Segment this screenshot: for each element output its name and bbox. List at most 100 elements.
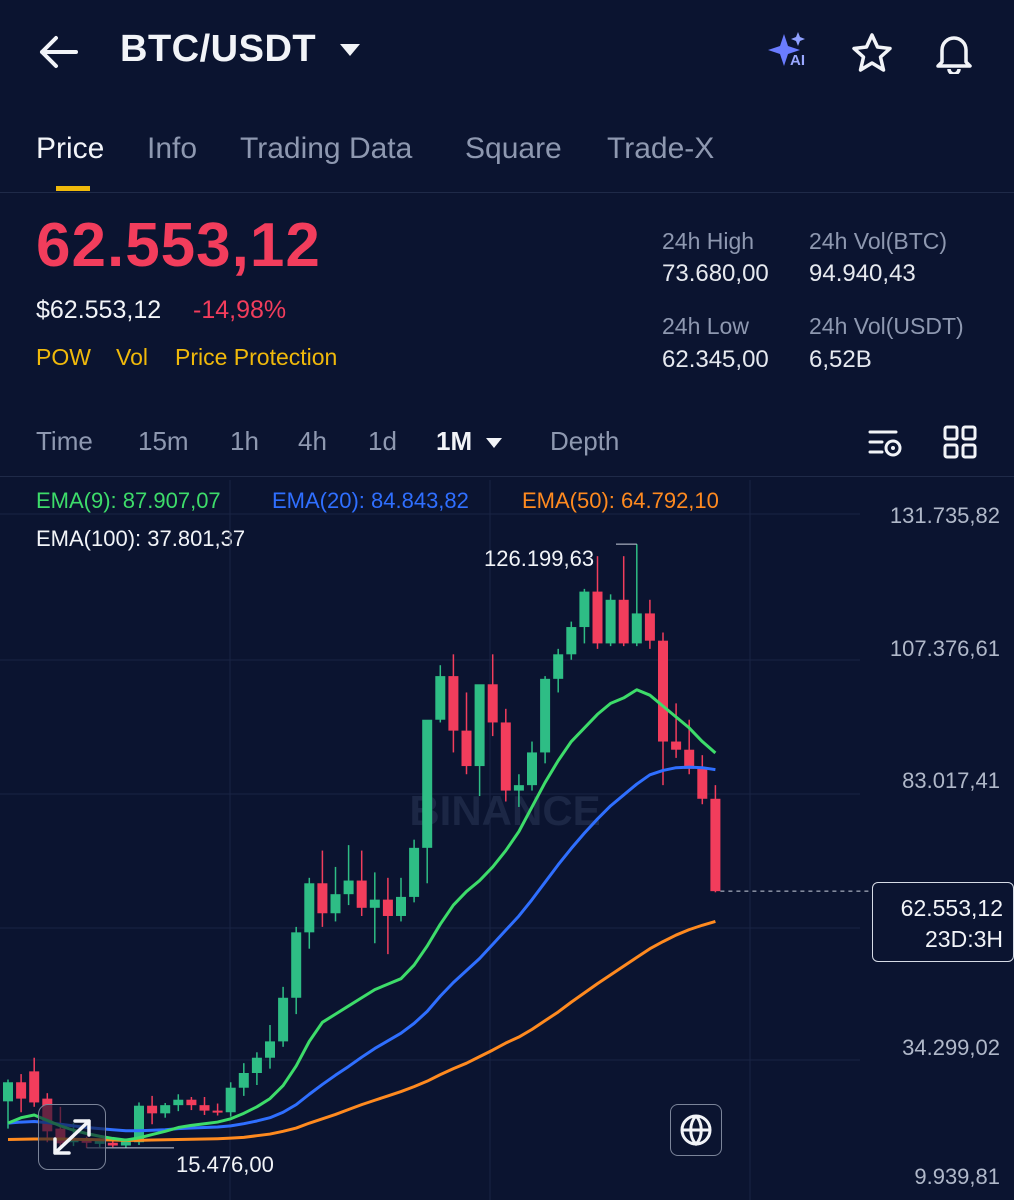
timeframe-1d[interactable]: 1d	[368, 426, 397, 456]
candle-body	[435, 676, 446, 720]
candle-body	[16, 1082, 27, 1099]
tab-info[interactable]: Info	[147, 132, 198, 165]
candle-body	[29, 1071, 40, 1103]
ema20-label: EMA(20): 84.843,82	[272, 488, 469, 513]
candle-body	[186, 1099, 197, 1106]
timeframe-1h[interactable]: 1h	[230, 426, 259, 456]
candle-body	[527, 752, 537, 786]
candle-body	[317, 883, 328, 914]
candle-body	[540, 678, 551, 753]
vol-btc-label: 24h Vol(BTC)	[809, 228, 948, 254]
globe-icon[interactable]	[670, 1104, 722, 1156]
candle-body	[422, 719, 433, 848]
grid-layout-icon[interactable]	[942, 424, 978, 465]
candle-body	[278, 997, 289, 1042]
candle-body	[553, 654, 564, 679]
candle-body	[3, 1082, 13, 1102]
candle-body	[120, 1140, 131, 1146]
vol-btc-value: 94.940,43	[809, 260, 916, 287]
watermark: BINANCE	[409, 787, 600, 834]
low-label: 24h Low	[662, 313, 749, 339]
active-tab-indicator	[56, 186, 90, 191]
current-price-box: 62.553,12 23D:3H	[872, 882, 1014, 962]
tag-pow[interactable]: POW	[36, 344, 91, 370]
back-arrow-icon[interactable]	[36, 32, 80, 72]
expand-chart-icon[interactable]	[38, 1104, 106, 1170]
candle-body	[579, 591, 590, 628]
countdown-label: 23D:3H	[925, 926, 1003, 952]
low-value: 62.345,00	[662, 346, 769, 373]
max-price-label: 126.199,63	[484, 546, 595, 571]
chart-grid	[0, 480, 860, 1200]
candle-body	[684, 749, 695, 769]
ai-badge: AI	[790, 52, 805, 69]
min-price-label: 15.476,00	[176, 1152, 274, 1177]
candle-body	[631, 613, 642, 644]
candle-body	[409, 847, 420, 897]
candle-body	[487, 684, 498, 723]
current-price-label: 62.553,12	[900, 895, 1003, 921]
candle-body	[356, 880, 367, 908]
candle-body	[396, 896, 406, 916]
tag-price-protection[interactable]: Price Protection	[175, 344, 338, 370]
candle-body	[448, 676, 459, 731]
tab-price[interactable]: Price	[36, 132, 105, 165]
ema20-line	[7, 765, 716, 1133]
y-axis-label: 9.939,81	[914, 1164, 1000, 1189]
candle-body	[474, 684, 485, 767]
bell-icon[interactable]	[932, 30, 976, 79]
ema9-label: EMA(9): 87.907,07	[36, 488, 221, 513]
pair-title[interactable]: BTC/USDT	[120, 28, 317, 70]
tab-trade-x[interactable]: Trade-X	[607, 132, 715, 165]
tab-square[interactable]: Square	[465, 132, 562, 165]
timeframe-15m[interactable]: 15m	[138, 426, 189, 456]
price-change: -14,98%	[193, 296, 287, 324]
dropdown-caret-icon[interactable]	[338, 40, 362, 65]
star-icon[interactable]	[850, 32, 894, 79]
candle-body	[592, 591, 603, 644]
tab-trading-data[interactable]: Trading Data	[240, 132, 413, 165]
y-axis-label: 34.299,02	[902, 1035, 1000, 1060]
candle-body	[330, 894, 341, 914]
candle-body	[265, 1041, 275, 1058]
candle-body	[500, 722, 511, 791]
timeframe-caret-icon[interactable]	[484, 436, 504, 455]
y-axis-label: 131.735,82	[889, 503, 1000, 528]
high-value: 73.680,00	[662, 260, 769, 287]
candle-body	[566, 627, 577, 655]
y-axis-label: 83.017,41	[902, 768, 1000, 793]
candle-body	[671, 741, 682, 750]
candle-body	[697, 768, 708, 799]
candle-body	[134, 1105, 144, 1143]
chart-settings-icon[interactable]	[866, 424, 906, 467]
high-label: 24h High	[662, 228, 755, 254]
candle-body	[238, 1072, 249, 1088]
candle-body	[382, 899, 393, 916]
candle-body	[160, 1105, 171, 1114]
candle-body	[461, 730, 472, 767]
timeframe-1m[interactable]: 1M	[436, 426, 473, 456]
candle-body	[658, 640, 668, 742]
ai-sparkle-icon[interactable]: AI	[764, 30, 812, 74]
candle-body	[304, 883, 315, 933]
timeframe-time[interactable]: Time	[36, 426, 93, 456]
candle-body	[343, 880, 354, 895]
candle-body	[147, 1105, 158, 1114]
candle-body	[212, 1110, 223, 1113]
candle-body	[199, 1105, 210, 1111]
candle-body	[513, 785, 524, 791]
ema50-line	[7, 920, 716, 1142]
candle-body	[291, 932, 302, 998]
timeframe-depth[interactable]: Depth	[550, 426, 620, 456]
timeframe-4h[interactable]: 4h	[298, 426, 327, 456]
ema9-line	[7, 688, 717, 1142]
candle-body	[251, 1057, 262, 1073]
candle-body	[644, 613, 655, 641]
candlestick-chart[interactable]: BINANCE	[0, 480, 1014, 1200]
candle-body	[225, 1087, 236, 1113]
vol-usdt-value: 6,52B	[809, 346, 872, 373]
tab-bar: Price Info Trading Data Square Trade-X	[0, 128, 1014, 193]
candle-body	[369, 899, 380, 908]
tag-vol[interactable]: Vol	[116, 344, 148, 370]
candle-body	[710, 798, 721, 892]
